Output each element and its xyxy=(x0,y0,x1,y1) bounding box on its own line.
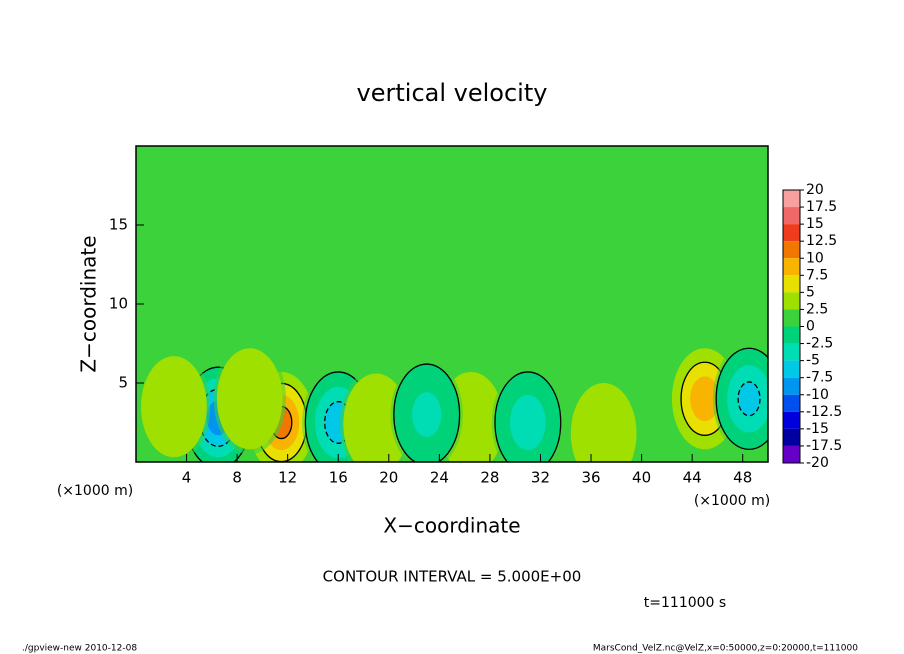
colorbar-cell xyxy=(783,292,800,310)
colorbar-label: 2.5 xyxy=(806,301,828,317)
x-axis-label: X−coordinate xyxy=(383,514,520,538)
colorbar-cell xyxy=(783,428,800,446)
contour-line xyxy=(715,347,768,450)
colorbar-label: -15 xyxy=(806,421,829,437)
colorbar-cell xyxy=(783,190,800,208)
field-band xyxy=(141,356,207,458)
y-tick-label: 5 xyxy=(118,374,128,392)
colorbar-label: -20 xyxy=(806,455,829,471)
contour-line xyxy=(737,381,761,417)
colorbar-cell xyxy=(783,309,800,327)
colorbar-label: -5 xyxy=(806,353,820,369)
colorbar-cell xyxy=(783,411,800,429)
colorbar-label: 7.5 xyxy=(806,267,828,283)
x-unit-right: (×1000 m) xyxy=(694,493,770,509)
field-band xyxy=(412,392,442,438)
x-tick-label: 4 xyxy=(182,469,192,487)
field-band xyxy=(570,383,637,462)
colorbar-label: -12.5 xyxy=(806,404,842,420)
x-tick-label: 44 xyxy=(683,469,702,487)
field-band xyxy=(509,394,546,451)
colorbar-cell xyxy=(783,360,800,378)
x-tick-label: 36 xyxy=(581,469,600,487)
colorbar-label: 12.5 xyxy=(806,233,837,249)
field-band xyxy=(343,373,410,462)
time-note: t=111000 s xyxy=(644,595,726,611)
colorbar-cell xyxy=(783,377,800,395)
colorbar-label: 0 xyxy=(806,319,815,335)
footer-right: MarsCond_VelZ.nc@VelZ,x=0:50000,z=0:2000… xyxy=(593,644,858,654)
x-tick-label: 8 xyxy=(232,469,242,487)
x-unit-left: (×1000 m) xyxy=(57,483,133,499)
plot-area xyxy=(136,146,768,462)
colorbar-cell xyxy=(783,394,800,412)
field-band xyxy=(216,348,283,450)
colorbar-label: 5 xyxy=(806,284,815,300)
colorbar-label: 20 xyxy=(806,182,824,198)
colorbar-label: -17.5 xyxy=(806,438,842,454)
colorbar-label: 15 xyxy=(806,216,824,232)
field-band xyxy=(690,376,720,422)
x-tick-label: 48 xyxy=(733,469,752,487)
colorbar-cell xyxy=(783,241,800,259)
colorbar-label: 10 xyxy=(806,250,824,266)
field-band xyxy=(738,381,760,416)
x-tick-label: 20 xyxy=(379,469,398,487)
colorbar-cell xyxy=(783,445,800,463)
y-tick-label: 15 xyxy=(109,216,128,234)
colorbar-label: 17.5 xyxy=(806,199,837,215)
colorbar-cell xyxy=(783,343,800,361)
colorbar-label: -10 xyxy=(806,387,829,403)
colorbar-cell xyxy=(783,207,800,225)
colorbar-label: -7.5 xyxy=(806,370,833,386)
colorbar-cell xyxy=(783,224,800,242)
chart-title: vertical velocity xyxy=(357,79,548,107)
x-tick-label: 40 xyxy=(632,469,651,487)
colorbar-cell xyxy=(783,258,800,276)
colorbar-cell xyxy=(783,326,800,344)
contour-line xyxy=(393,363,461,462)
colorbar-label: -2.5 xyxy=(806,336,833,352)
x-tick-label: 32 xyxy=(531,469,550,487)
x-tick-label: 24 xyxy=(430,469,449,487)
contour-line xyxy=(494,371,562,462)
contour-note: CONTOUR INTERVAL = 5.000E+00 xyxy=(323,568,582,586)
colorbar-cell xyxy=(783,275,800,293)
footer-left: ./gpview-new 2010-12-08 xyxy=(22,644,137,654)
x-tick-label: 16 xyxy=(329,469,348,487)
x-tick-label: 28 xyxy=(480,469,499,487)
x-tick-label: 12 xyxy=(278,469,297,487)
y-axis-label: Z−coordinate xyxy=(77,235,101,372)
y-tick-label: 10 xyxy=(109,295,128,313)
